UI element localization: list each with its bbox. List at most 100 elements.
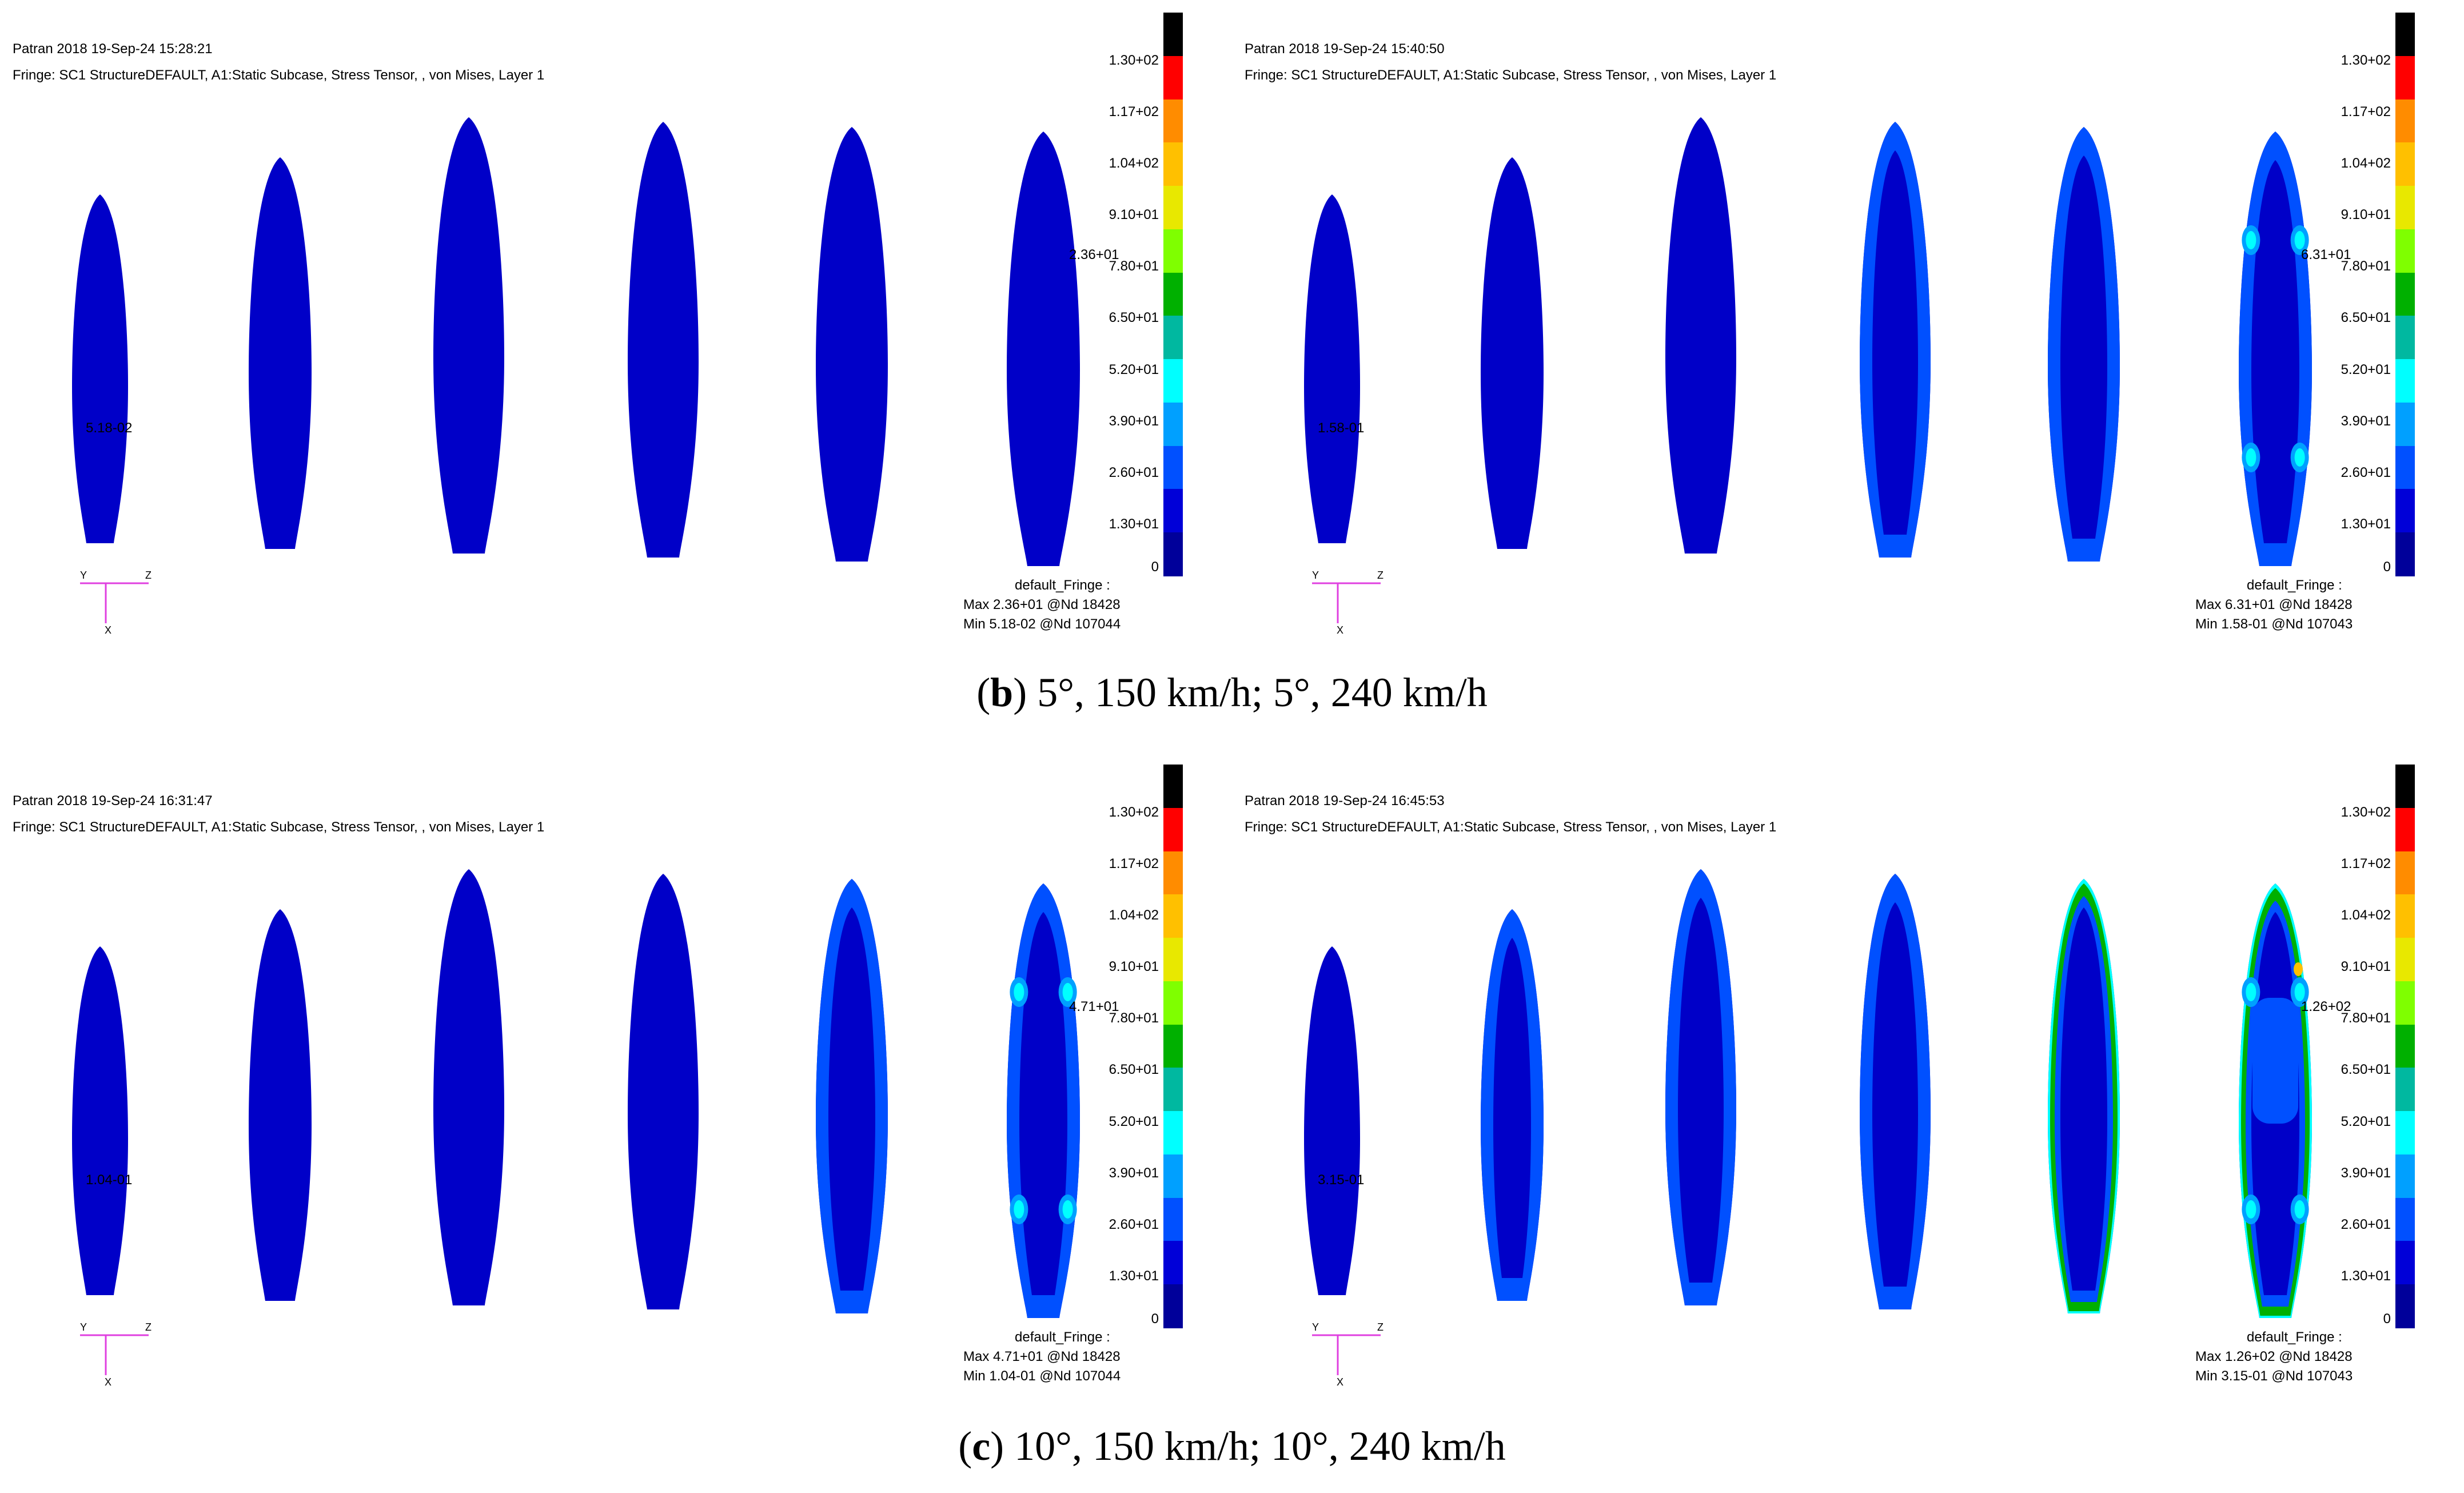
max-value-label: 1.26+02 (2301, 999, 2351, 1014)
legend-tick-label: 1.17+02 (2341, 856, 2391, 871)
blade-4-body (628, 874, 699, 1309)
color-bar-cell (2395, 316, 2415, 360)
legend-tick-label: 7.80+01 (1109, 1010, 1159, 1026)
blade-1-body (1304, 946, 1360, 1295)
blade-6 (2239, 132, 2312, 566)
legend-tick-label: 3.90+01 (2341, 1165, 2391, 1181)
stress-hotspot-1-core (1014, 983, 1024, 1001)
blade-5 (2048, 127, 2120, 562)
blade-2 (1481, 157, 1544, 549)
axis-x-label: X (105, 624, 111, 636)
legend-tick-label: 1.30+02 (1109, 53, 1159, 68)
blade-6 (1007, 132, 1080, 566)
blade-5 (816, 879, 888, 1313)
color-bar-cell (2395, 532, 2415, 576)
fringe-description: Fringe: SC1 StructureDEFAULT, A1:Static … (1245, 67, 1777, 83)
legend-tick-label: 1.30+01 (2341, 516, 2391, 532)
max-stress-spot (2294, 962, 2303, 976)
blade-2-body (249, 157, 312, 549)
blade-6 (2239, 883, 2312, 1318)
color-bar-cell (2395, 142, 2415, 187)
axis-z-label: Z (145, 1321, 151, 1333)
blade-4 (1860, 874, 1931, 1309)
color-bar-cell (1163, 142, 1183, 187)
blade-2 (1481, 909, 1544, 1301)
blade-row: Y Z X (72, 869, 1080, 1388)
fringe-summary: default_Fringe : Max 2.36+01 @Nd 18428 Min… (963, 578, 1192, 640)
color-bar-cell (2395, 1197, 2415, 1242)
legend-tick-label: 5.20+01 (2341, 362, 2391, 377)
color-bar-cell (1163, 229, 1183, 273)
fringe-description: Fringe: SC1 StructureDEFAULT, A1:Static … (13, 67, 545, 83)
fringe-min: Min 5.18-02 @Nd 107044 (963, 616, 1121, 632)
color-bar-cell (1163, 1154, 1183, 1199)
blade-2-core (1493, 938, 1531, 1278)
blade-3 (433, 869, 504, 1305)
legend-tick-label: 7.80+01 (1109, 258, 1159, 274)
fringe-summary: default_Fringe : Max 1.26+02 @Nd 18428 Min… (2195, 1329, 2424, 1392)
axis-x-label: X (105, 1376, 111, 1388)
fringe-title: default_Fringe : (2247, 1329, 2342, 1345)
stress-hotspot-2-core (2294, 983, 2305, 1001)
legend-tick-label: 1.04+02 (1109, 156, 1159, 171)
legend-tick-label: 9.10+01 (1109, 207, 1159, 222)
blade-5 (2048, 879, 2120, 1313)
blade-1-body (1304, 194, 1360, 543)
caption-b-letter: b (990, 670, 1014, 715)
stress-hotspot-3-core (2246, 1200, 2256, 1219)
blade-5-core (2060, 156, 2107, 539)
timestamp-label: Patran 2018 19-Sep-24 15:28:21 (13, 41, 213, 57)
legend-tick-label: 6.50+01 (2341, 310, 2391, 325)
axis-x-label: X (1337, 1376, 1343, 1388)
caption-b: (b) 5°, 150 km/h; 5°, 240 km/h (976, 670, 1488, 715)
fringe-min: Min 1.58-01 @Nd 107043 (2195, 616, 2353, 632)
legend-tick-label: 1.17+02 (2341, 104, 2391, 120)
color-bar-cell (1163, 359, 1183, 403)
color-bar-cell (2395, 186, 2415, 230)
blade-2 (249, 909, 312, 1301)
legend-tick-label: 5.20+01 (1109, 362, 1159, 377)
blade-3-body (433, 869, 504, 1305)
legend-tick-label: 0 (1151, 1311, 1159, 1327)
blade-1 (1304, 194, 1360, 543)
color-bar-cell (2395, 851, 2415, 895)
color-bar-cell (2395, 1284, 2415, 1328)
legend-tick-label: 3.90+01 (1109, 413, 1159, 429)
legend-tick-label: 2.60+01 (2341, 1217, 2391, 1232)
blade-6-core (2251, 160, 2299, 543)
color-bar-cell (1163, 1111, 1183, 1155)
stress-hotspot-1-core (2246, 983, 2256, 1001)
legend-tick-label: 1.04+02 (2341, 156, 2391, 171)
axis-triad: Y Z X (1312, 1321, 1383, 1388)
fringe-panel-b-150: Patran 2018 19-Sep-24 15:28:21 Fringe: SC… (0, 0, 1232, 640)
legend-tick-label: 1.04+02 (2341, 907, 2391, 923)
blade-4-body (628, 122, 699, 558)
fringe-description: Fringe: SC1 StructureDEFAULT, A1:Static … (1245, 819, 1777, 835)
fringe-color-bar (2395, 13, 2415, 576)
fringe-summary: default_Fringe : Max 4.71+01 @Nd 18428 Min… (963, 1329, 1192, 1392)
blade-6-core (1019, 912, 1067, 1295)
color-bar-cell (2395, 1241, 2415, 1285)
legend-tick-label: 1.17+02 (1109, 104, 1159, 120)
stress-band-center (2252, 998, 2298, 1124)
color-bar-cell (1163, 1068, 1183, 1112)
blade-1-body (72, 946, 128, 1295)
min-value-label: 5.18-02 (86, 420, 133, 436)
color-bar-cell (2395, 445, 2415, 490)
blade-5-core (2060, 907, 2107, 1291)
fringe-title: default_Fringe : (1015, 578, 1110, 593)
blade-row: Y Z X (72, 117, 1080, 636)
max-value-label: 2.36+01 (1069, 247, 1119, 262)
axis-triad: Y Z X (1312, 570, 1383, 636)
legend-tick-label: 7.80+01 (2341, 258, 2391, 274)
blade-3-core (1678, 898, 1724, 1283)
legend-tick-label: 6.50+01 (1109, 310, 1159, 325)
max-value-label: 6.31+01 (2301, 247, 2351, 262)
stress-hotspot-2-core (2294, 231, 2305, 249)
fringe-color-bar (1163, 765, 1183, 1328)
timestamp-label: Patran 2018 19-Sep-24 16:45:53 (1245, 793, 1445, 809)
min-value-label: 3.15-01 (1318, 1172, 1365, 1188)
blade-5 (816, 127, 888, 562)
color-bar-cell (1163, 316, 1183, 360)
axis-y-label: Y (1312, 1321, 1319, 1333)
